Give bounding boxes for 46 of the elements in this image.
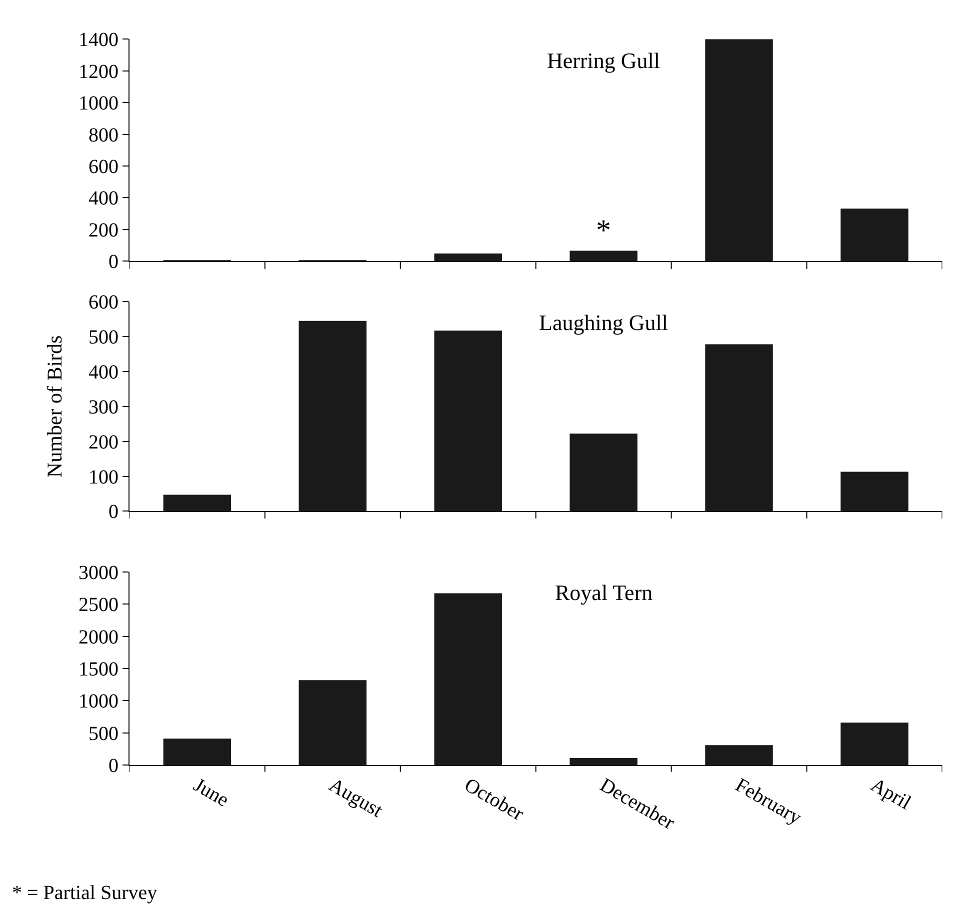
- bar: [705, 39, 773, 262]
- x-tick-label: June: [190, 774, 233, 812]
- chart-title: Royal Tern: [555, 580, 653, 605]
- bar: [840, 472, 908, 512]
- bar: [705, 745, 773, 766]
- chart-title: Laughing Gull: [539, 310, 668, 335]
- y-tick-label: 1400: [78, 29, 118, 52]
- bar: [570, 434, 638, 512]
- bar: [570, 250, 638, 262]
- bar: [434, 593, 502, 766]
- y-tick-label: 2000: [78, 626, 118, 648]
- y-tick-label: 500: [88, 326, 118, 349]
- y-tick-label: 200: [88, 219, 118, 242]
- y-tick-label: 400: [88, 362, 118, 384]
- bar: [163, 494, 232, 512]
- y-tick-label: 2500: [78, 594, 118, 616]
- y-axis-title: Number of Birds: [42, 335, 67, 478]
- chart-title: Herring Gull: [547, 48, 660, 73]
- y-tick-label: 200: [88, 431, 118, 454]
- bar: [434, 254, 502, 262]
- x-tick-label: April: [866, 774, 915, 814]
- y-tick-label: 1000: [78, 690, 118, 713]
- text: * = Partial Survey: [12, 882, 158, 904]
- bar: [298, 320, 367, 512]
- y-tick-label: 3000: [78, 562, 118, 584]
- bar: [570, 758, 638, 766]
- y-tick-label: 1500: [78, 658, 118, 681]
- y-tick-label: 500: [88, 722, 118, 745]
- y-tick-label: 400: [88, 188, 118, 210]
- bar: [298, 680, 367, 766]
- bar: [163, 738, 232, 766]
- bar: [840, 722, 908, 766]
- y-tick-label: 0: [108, 755, 118, 778]
- bar: [705, 344, 773, 512]
- y-tick-label: 600: [88, 292, 118, 314]
- y-tick-label: 1200: [78, 60, 118, 83]
- y-tick-label: 0: [108, 501, 118, 524]
- y-tick-label: 300: [88, 396, 118, 418]
- y-tick-label: 600: [88, 156, 118, 178]
- y-tick-label: 100: [88, 466, 118, 488]
- bar: [434, 330, 502, 512]
- y-tick-label: 0: [108, 251, 118, 274]
- y-tick-label: 1000: [78, 92, 118, 115]
- y-tick-label: 800: [88, 124, 118, 146]
- annotation: *: [596, 214, 611, 247]
- bar: [840, 208, 908, 262]
